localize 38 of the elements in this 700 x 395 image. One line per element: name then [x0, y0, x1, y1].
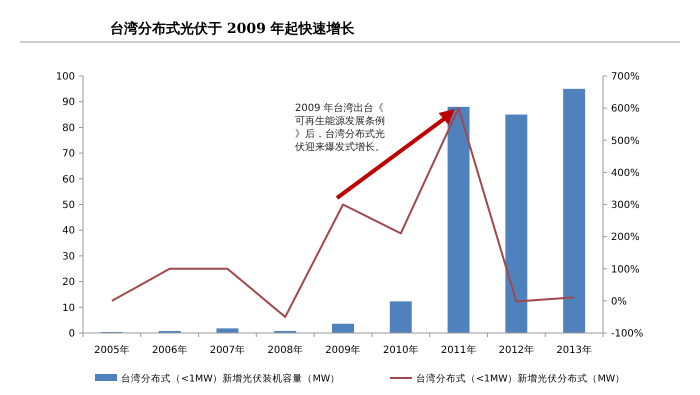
bar	[390, 301, 412, 333]
y-tick-label: 10	[62, 302, 75, 314]
y2-tick-label: 700%	[611, 72, 640, 82]
y-tick-label: 70	[62, 148, 75, 160]
y-tick-label: 40	[62, 226, 75, 237]
x-tick-label: 2011年	[440, 344, 476, 356]
annotation: 2009 年台湾出台《可再生能源发展条例》后，台湾分布式光伏迎来爆发式增长。	[295, 102, 385, 153]
y-tick-label: 60	[62, 174, 75, 186]
bar	[505, 114, 528, 333]
y-tick-label: 20	[62, 277, 75, 288]
y-tick-label: 90	[62, 97, 75, 108]
x-tick-label: 2010年	[383, 344, 419, 356]
legend-label: 台湾分布式（<1MW）新增光伏分布式（MW）	[416, 372, 626, 384]
x-tick-label: 2012年	[498, 344, 534, 356]
x-tick-label: 2008年	[267, 344, 303, 356]
y2-tick-label: 200%	[611, 232, 640, 244]
y2-tick-label: 600%	[611, 104, 640, 115]
y2-tick-label: 300%	[611, 200, 640, 211]
x-tick-label: 2006年	[152, 344, 188, 356]
legend-label: 台湾分布式（<1MW）新增光伏装机容量（MW）	[121, 372, 340, 384]
y-tick-label: 0	[68, 328, 75, 340]
y-tick-label: 30	[62, 251, 75, 262]
x-tick-label: 2005年	[94, 344, 130, 356]
y-tick-label: 100	[56, 72, 75, 82]
y2-tick-label: 400%	[611, 168, 640, 179]
y2-tick-label: 500%	[611, 136, 640, 147]
y-tick-label: 80	[62, 122, 75, 134]
y-tick-label: 50	[62, 200, 75, 211]
bar	[332, 324, 354, 333]
y2-tick-label: 0%	[611, 296, 627, 308]
y2-tick-label: -100%	[611, 328, 644, 340]
chart-title: 台湾分布式光伏于 2009 年起快速增长	[110, 20, 356, 37]
bar	[563, 88, 586, 333]
x-tick-label: 2009年	[325, 344, 361, 356]
y2-tick-label: 100%	[611, 264, 640, 276]
bar	[448, 106, 470, 333]
x-tick-label: 2007年	[210, 344, 246, 356]
x-tick-label: 2013年	[556, 344, 592, 356]
